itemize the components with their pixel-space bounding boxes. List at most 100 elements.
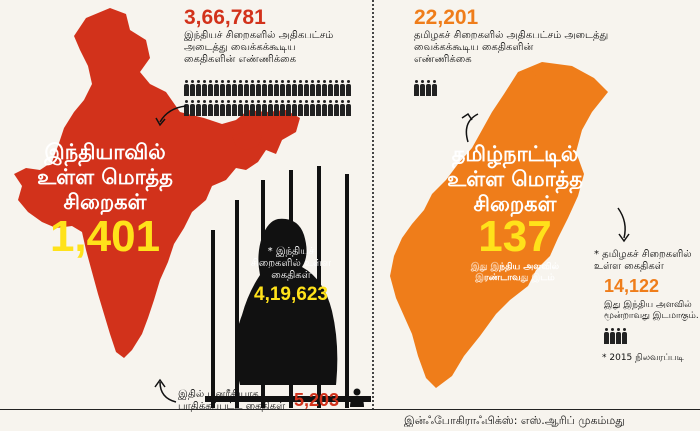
person-icon xyxy=(610,328,615,344)
caption-line: * தமிழகச் சிறைகளில் xyxy=(594,249,692,260)
people-icon-row xyxy=(604,328,627,344)
caption-line: மூன்றாவது இடமாகும். xyxy=(604,311,699,321)
person-icon xyxy=(292,100,297,116)
person-icon xyxy=(244,100,249,116)
person-icon xyxy=(298,80,303,96)
person-icon xyxy=(226,80,231,96)
person-icon xyxy=(232,80,237,96)
person-icon xyxy=(196,80,201,96)
title-line: சிறைகள் xyxy=(63,190,147,214)
person-icon xyxy=(622,328,627,344)
person-icon xyxy=(202,80,207,96)
person-icon xyxy=(184,100,189,116)
person-icon xyxy=(274,80,279,96)
tn-inmates-rank: இது இந்திய அளவில் மூன்றாவது இடமாகும். xyxy=(604,300,699,322)
person-icon xyxy=(426,80,431,96)
tn-capacity-count: 22,201 xyxy=(414,6,479,29)
person-icon xyxy=(214,100,219,116)
person-icon xyxy=(310,80,315,96)
mental-count: 5,203 xyxy=(294,390,340,410)
caption-line: கைதிகள் xyxy=(271,270,311,281)
person-icon xyxy=(328,100,333,116)
person-icon xyxy=(208,80,213,96)
mental-caption: இதில் மனரீதியாக பாதிக்கப்பட்ட கைதிகள் xyxy=(178,389,285,413)
caption-line: இது இந்திய அளவில் xyxy=(470,262,560,272)
person-icon xyxy=(280,100,285,116)
person-icon xyxy=(268,100,273,116)
person-icon xyxy=(250,100,255,116)
footer-rule xyxy=(0,409,700,410)
india-total-prisons: 1,401 xyxy=(49,212,161,261)
person-icon xyxy=(334,100,339,116)
person-icon xyxy=(334,80,339,96)
title-line: சிறைகள் xyxy=(473,192,557,216)
person-icon xyxy=(256,100,261,116)
person-icon xyxy=(262,80,267,96)
person-icon xyxy=(202,100,207,116)
tn-inmates-count: 14,122 xyxy=(604,276,660,296)
person-icon xyxy=(274,100,279,116)
people-icon-row xyxy=(184,80,351,96)
india-capacity-count: 3,66,781 xyxy=(184,6,266,29)
tn-capacity-caption: தமிழகச் சிறைகளில் அதிகபட்சம் அடைத்து வைக… xyxy=(414,30,608,66)
person-icon xyxy=(280,80,285,96)
person-icon xyxy=(420,80,425,96)
floor xyxy=(205,396,371,402)
bar xyxy=(211,230,215,408)
person-icon xyxy=(328,80,333,96)
caption-line: வைக்கக்கூடிய கைதிகளின் xyxy=(414,42,534,53)
person-icon xyxy=(286,100,291,116)
person-icon xyxy=(322,100,327,116)
caption-line: அடைத்து வைக்கக்கூடிய xyxy=(184,42,296,53)
person-icon xyxy=(286,80,291,96)
india-inmates-caption: * இந்தியச் சிறைகளில் உள்ள கைதிகள் xyxy=(236,246,346,282)
person-icon xyxy=(250,80,255,96)
person-icon xyxy=(238,80,243,96)
divider xyxy=(372,0,374,410)
person-icon xyxy=(304,100,309,116)
bar xyxy=(345,174,349,408)
caption-line: தமிழகச் சிறைகளில் அதிகபட்சம் அடைத்து xyxy=(414,30,609,41)
arrow-icon xyxy=(461,112,479,143)
person-icon xyxy=(244,80,249,96)
caption-line: பாதிக்கப்பட்ட கைதிகள் xyxy=(178,401,286,412)
person-icon xyxy=(432,80,437,96)
tamilnadu-map xyxy=(390,62,608,388)
person-icon xyxy=(184,80,189,96)
arrow-icon xyxy=(154,378,177,403)
person-icon xyxy=(310,100,315,116)
person-icon xyxy=(208,100,213,116)
person-icon xyxy=(220,80,225,96)
person-icon xyxy=(298,100,303,116)
people-icon-row xyxy=(184,100,351,116)
caption-line: இரண்டாவது இடம் xyxy=(475,273,555,283)
person-icon xyxy=(316,100,321,116)
person-icon xyxy=(346,80,351,96)
title-line: உள்ள மொத்த xyxy=(447,167,583,191)
caption-line: இதில் மனரீதியாக xyxy=(178,389,259,400)
tn-total-prisons: 137 xyxy=(478,212,552,261)
caption-line: * இந்தியச் xyxy=(267,246,315,257)
person-icon xyxy=(604,328,609,344)
tn-title: தமிழ்நாட்டில் உள்ள மொத்த சிறைகள் xyxy=(440,142,590,217)
india-map xyxy=(14,8,300,358)
person-icon xyxy=(616,328,621,344)
bar xyxy=(235,200,239,408)
caption-line: கைதிகளின் எண்ணிக்கை xyxy=(184,54,297,65)
india-title: இந்தியாவில் உள்ள மொத்த சிறைகள் xyxy=(30,140,180,215)
person-icon xyxy=(190,100,195,116)
person-icon xyxy=(316,80,321,96)
person-icon xyxy=(256,80,261,96)
person-icon xyxy=(226,100,231,116)
caption-line: இந்தியச் சிறைகளில் அதிகபட்சம் xyxy=(184,30,334,41)
person-icon xyxy=(262,100,267,116)
caption-line: இது இந்திய அளவில் xyxy=(604,300,692,310)
person-icon xyxy=(414,80,419,96)
title-line: உள்ள மொத்த xyxy=(37,165,173,189)
caption-line: சிறைகளில் உள்ள xyxy=(250,258,332,269)
person-icon xyxy=(304,80,309,96)
tn-rank-caption: இது இந்திய அளவில் இரண்டாவது இடம் xyxy=(470,262,560,284)
india-inmates-count: 4,19,623 xyxy=(254,284,328,305)
title-line: தமிழ்நாட்டில் xyxy=(451,142,579,166)
person-icon xyxy=(214,80,219,96)
